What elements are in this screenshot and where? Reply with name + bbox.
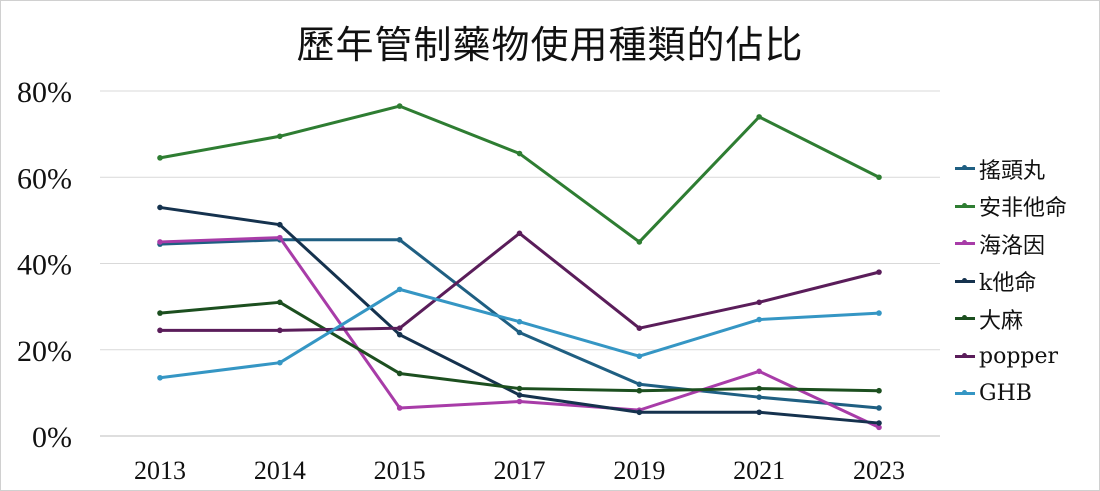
data-point	[636, 387, 643, 394]
x-tick-label: 2017	[494, 456, 546, 485]
legend-item: k他命	[955, 263, 1095, 301]
y-tick-label: 40%	[17, 249, 72, 282]
x-tick-label: 2019	[613, 456, 665, 485]
data-point	[636, 239, 643, 245]
x-tick-label: 2023	[853, 456, 905, 485]
data-point	[157, 204, 163, 211]
legend-item: 大麻	[955, 300, 1095, 338]
legend-swatch	[955, 202, 975, 208]
legend-label: k他命	[979, 271, 1037, 297]
data-point	[396, 370, 403, 377]
chart-title: 歷年管制藥物使用種類的佔比	[296, 23, 804, 67]
legend-label: GHB	[979, 381, 1032, 407]
y-tick-label: 0%	[32, 421, 72, 454]
data-point	[636, 353, 643, 360]
data-point	[756, 316, 762, 323]
series-line	[160, 231, 880, 332]
data-point	[396, 405, 403, 411]
legend-item: 搖頭丸	[955, 150, 1095, 188]
legend-label: 海洛因	[979, 233, 1046, 259]
legend-label: 安非他命	[979, 196, 1068, 222]
data-point	[277, 234, 283, 241]
y-tick-label: 80%	[17, 76, 72, 109]
data-point	[516, 318, 523, 325]
y-tick-label: 20%	[17, 335, 72, 368]
data-point	[516, 329, 523, 336]
series-安非他命	[157, 103, 882, 245]
data-point	[396, 103, 403, 109]
data-point	[277, 359, 283, 366]
data-point	[756, 394, 762, 400]
data-point	[756, 114, 762, 120]
legend-item: 海洛因	[955, 225, 1095, 263]
data-point	[396, 331, 403, 338]
x-tick-label: 2013	[134, 456, 186, 485]
legend: 搖頭丸安非他命海洛因 k他命大麻 popper GHB	[955, 150, 1095, 413]
data-point	[756, 368, 762, 375]
data-point	[876, 387, 882, 394]
data-point	[396, 236, 403, 243]
data-point	[876, 310, 882, 316]
legend-label: 大麻	[979, 308, 1024, 334]
y-tick-label: 60%	[17, 162, 72, 195]
data-point	[876, 269, 882, 275]
data-point	[157, 239, 163, 245]
series-popper	[157, 230, 882, 334]
data-point	[756, 409, 762, 416]
legend-swatch	[955, 277, 975, 283]
data-point	[636, 381, 643, 388]
data-point	[756, 299, 762, 306]
series-GHB	[157, 286, 882, 381]
x-axis-ticks: 2013 2014 2015 2017 2019 2021 2023	[134, 456, 905, 485]
data-point	[636, 409, 643, 416]
data-point	[277, 299, 283, 306]
x-tick-label: 2014	[254, 456, 306, 485]
x-tick-label: 2021	[733, 456, 785, 485]
legend-swatch	[955, 165, 975, 171]
data-point	[157, 374, 163, 381]
legend-swatch	[955, 352, 975, 358]
legend-item: popper	[955, 338, 1095, 376]
data-point	[277, 327, 283, 334]
y-axis-ticks: 0% 20% 40% 60% 80%	[17, 76, 72, 454]
data-point	[157, 327, 163, 334]
data-point	[876, 420, 882, 426]
data-point	[876, 424, 882, 431]
data-point	[516, 150, 523, 157]
series-lines	[157, 103, 882, 431]
data-point	[396, 286, 403, 293]
data-point	[157, 310, 163, 316]
x-tick-label: 2015	[374, 456, 426, 485]
legend-item: GHB	[955, 375, 1095, 413]
legend-swatch	[955, 390, 975, 396]
series-大麻	[157, 299, 882, 394]
data-point	[516, 230, 523, 237]
data-point	[876, 174, 882, 181]
legend-swatch	[955, 240, 975, 246]
data-point	[876, 405, 882, 411]
data-point	[516, 398, 523, 405]
data-point	[277, 221, 283, 228]
legend-swatch	[955, 315, 975, 321]
data-point	[516, 385, 523, 392]
data-point	[277, 133, 283, 140]
data-point	[636, 325, 643, 331]
data-point	[157, 155, 163, 161]
legend-label: 搖頭丸	[979, 158, 1046, 184]
data-point	[516, 392, 523, 398]
data-point	[756, 385, 762, 392]
legend-item: 安非他命	[955, 188, 1095, 226]
legend-label: popper	[979, 343, 1059, 369]
gridlines	[100, 90, 940, 437]
data-point	[396, 325, 403, 331]
series-k他命	[157, 204, 882, 426]
